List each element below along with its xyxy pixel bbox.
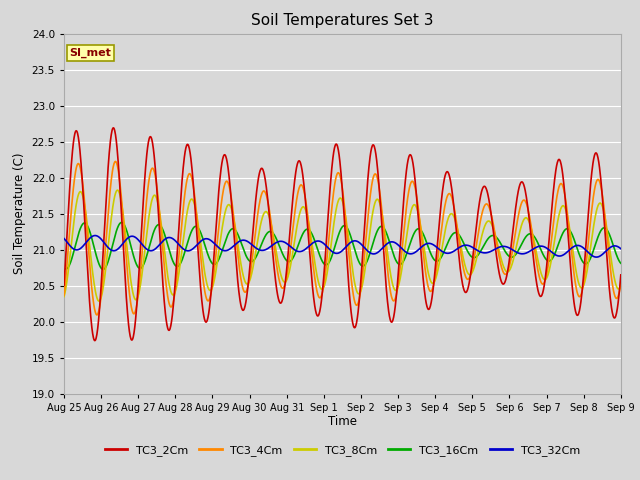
TC3_8Cm	[185, 203, 193, 208]
TC3_2Cm	[502, 275, 510, 281]
TC3_8Cm	[247, 274, 255, 280]
TC3_16Cm	[172, 262, 179, 268]
TC3_2Cm	[247, 252, 255, 258]
TC3_2Cm	[552, 170, 559, 176]
TC3_8Cm	[552, 232, 559, 238]
TC3_32Cm	[171, 237, 179, 243]
TC3_8Cm	[60, 294, 68, 300]
TC3_2Cm	[60, 282, 68, 288]
X-axis label: Time: Time	[328, 415, 357, 429]
Text: SI_met: SI_met	[70, 48, 111, 58]
TC3_2Cm	[91, 338, 99, 344]
TC3_32Cm	[593, 254, 600, 260]
TC3_2Cm	[185, 143, 193, 149]
TC3_2Cm	[429, 283, 437, 288]
TC3_8Cm	[617, 283, 625, 289]
TC3_32Cm	[91, 233, 99, 239]
TC3_32Cm	[502, 244, 509, 250]
TC3_16Cm	[429, 256, 437, 262]
TC3_16Cm	[502, 250, 510, 256]
TC3_4Cm	[429, 282, 437, 288]
Line: TC3_4Cm: TC3_4Cm	[64, 161, 621, 315]
Line: TC3_8Cm: TC3_8Cm	[64, 190, 621, 301]
Title: Soil Temperatures Set 3: Soil Temperatures Set 3	[251, 13, 434, 28]
TC3_32Cm	[60, 236, 68, 241]
Legend: TC3_2Cm, TC3_4Cm, TC3_8Cm, TC3_16Cm, TC3_32Cm: TC3_2Cm, TC3_4Cm, TC3_8Cm, TC3_16Cm, TC3…	[100, 440, 584, 460]
TC3_16Cm	[118, 219, 125, 225]
TC3_16Cm	[617, 260, 625, 266]
TC3_4Cm	[502, 271, 510, 277]
TC3_4Cm	[60, 292, 68, 298]
TC3_8Cm	[113, 187, 121, 193]
TC3_4Cm	[185, 172, 193, 178]
TC3_32Cm	[551, 252, 559, 257]
TC3_32Cm	[184, 248, 192, 254]
TC3_16Cm	[185, 237, 193, 242]
TC3_2Cm	[109, 125, 117, 131]
TC3_8Cm	[95, 298, 102, 304]
TC3_4Cm	[552, 204, 559, 210]
TC3_32Cm	[617, 246, 625, 252]
TC3_2Cm	[172, 281, 179, 287]
TC3_16Cm	[99, 266, 107, 272]
Line: TC3_32Cm: TC3_32Cm	[64, 236, 621, 257]
Line: TC3_2Cm: TC3_2Cm	[64, 128, 621, 341]
TC3_4Cm	[93, 312, 100, 318]
TC3_32Cm	[246, 240, 254, 246]
TC3_16Cm	[60, 265, 68, 271]
TC3_4Cm	[172, 289, 179, 295]
TC3_4Cm	[617, 281, 625, 287]
TC3_8Cm	[502, 268, 510, 274]
Line: TC3_16Cm: TC3_16Cm	[64, 222, 621, 269]
TC3_32Cm	[429, 242, 437, 248]
TC3_4Cm	[111, 158, 119, 164]
TC3_8Cm	[172, 289, 179, 295]
TC3_16Cm	[247, 259, 255, 264]
TC3_8Cm	[429, 280, 437, 286]
Y-axis label: Soil Temperature (C): Soil Temperature (C)	[13, 153, 26, 275]
TC3_16Cm	[552, 250, 559, 255]
TC3_4Cm	[247, 266, 255, 272]
TC3_2Cm	[617, 272, 625, 278]
